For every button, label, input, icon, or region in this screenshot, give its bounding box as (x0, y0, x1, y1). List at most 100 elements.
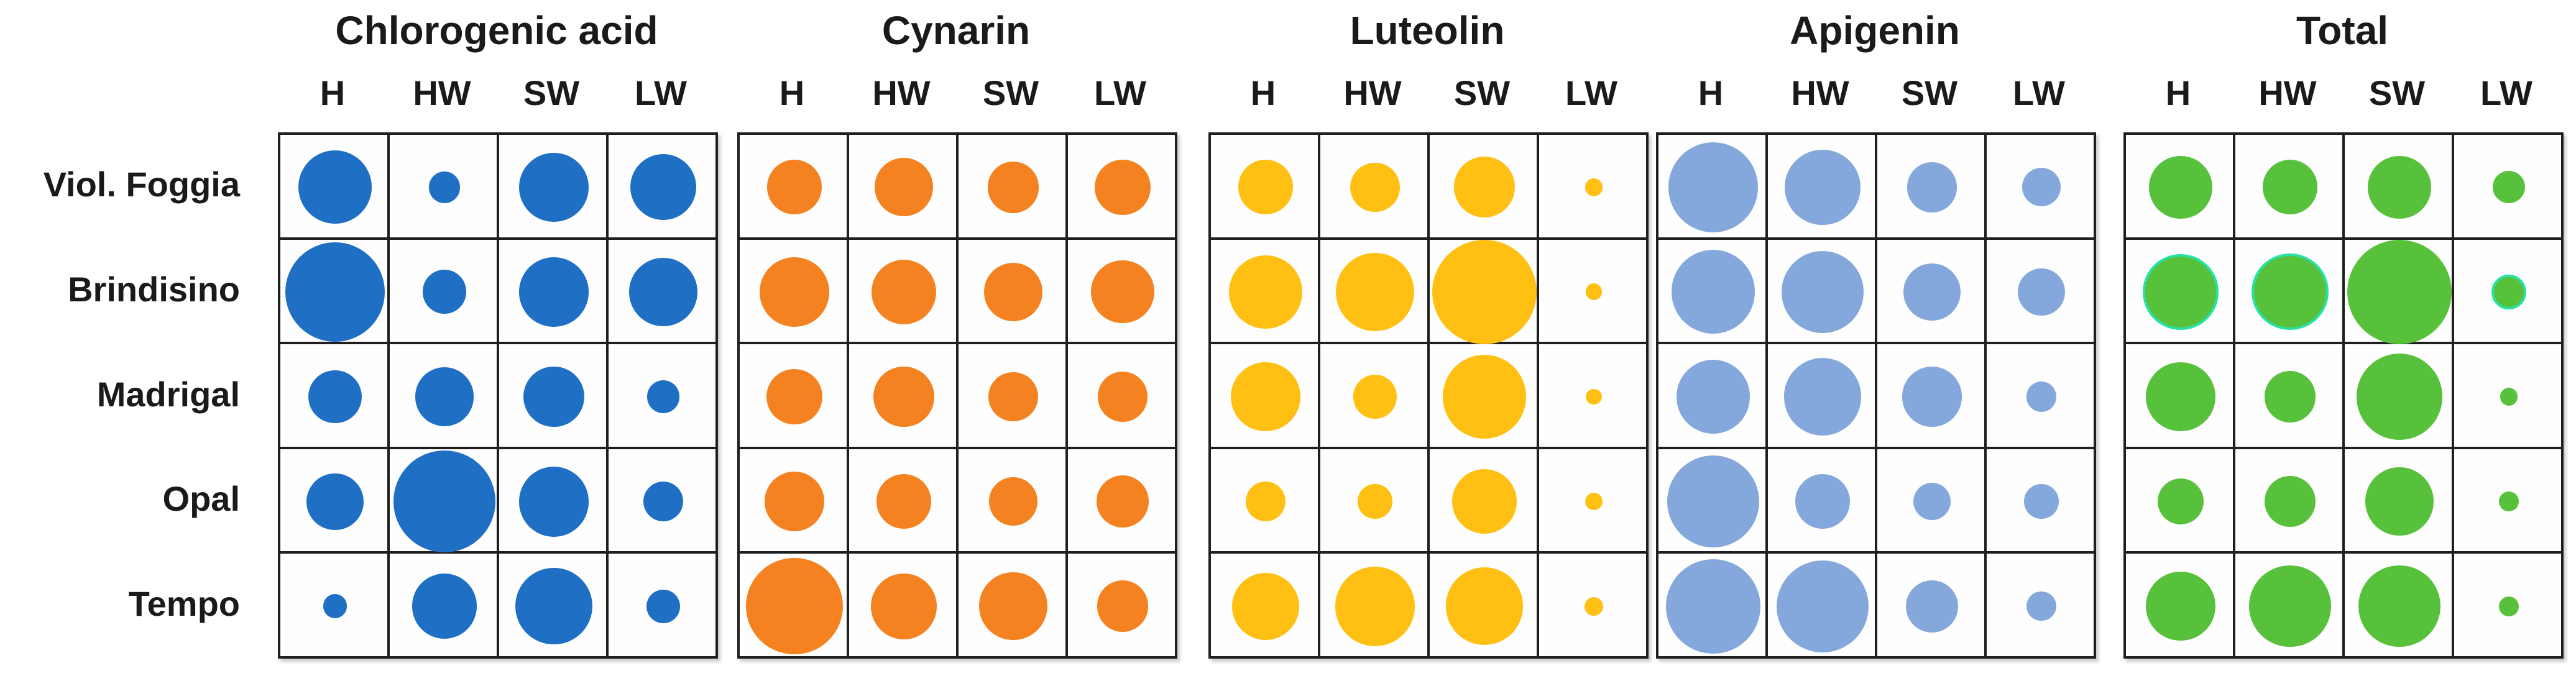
bubble-brindisino-lw (1091, 260, 1154, 324)
bubble-brindisino-h (2143, 254, 2219, 330)
bubble-opal-hw (1795, 474, 1850, 529)
bubble-tempo-sw (1905, 580, 1959, 633)
bubble-tempo-sw (1445, 567, 1524, 646)
bubble-viol-foggia-lw (1585, 178, 1603, 196)
bubble-madrigal-lw (2500, 388, 2518, 406)
bubble-opal-hw (1358, 484, 1392, 519)
panel-chlorogenic-acid: Chlorogenic acid H HW SW LW (278, 0, 718, 681)
bubble-madrigal-hw (2264, 371, 2316, 423)
bubble-opal-lw (643, 482, 684, 522)
row-label-opal: Opal (162, 479, 240, 519)
bubble-madrigal-h (2146, 362, 2215, 432)
bubble-brindisino-h (1671, 250, 1755, 334)
bubble-viol-foggia-sw (519, 152, 589, 222)
bubble-madrigal-h (766, 368, 822, 425)
column-header-lw: LW (2480, 73, 2532, 112)
bubble-viol-foggia-lw (630, 154, 697, 221)
bubble-viol-foggia-hw (1785, 149, 1861, 225)
bubble-brindisino-lw (1585, 283, 1603, 301)
bubble-brindisino-h (760, 257, 829, 327)
column-header-h: H (2165, 73, 2191, 112)
bubble-brindisino-h (1228, 255, 1302, 329)
bubble-viol-foggia-h (298, 150, 372, 224)
bubble-grid (2123, 132, 2564, 659)
bubble-madrigal-sw (1902, 367, 1962, 427)
bubble-brindisino-hw (2252, 254, 2329, 331)
bubble-brindisino-hw (422, 270, 467, 314)
bubble-opal-h (764, 472, 825, 532)
bubble-viol-foggia-lw (2022, 168, 2061, 207)
panel-title: Chlorogenic acid (335, 8, 658, 53)
bubble-madrigal-lw (2026, 382, 2057, 412)
bubble-opal-h (2157, 478, 2204, 525)
bubble-madrigal-sw (2356, 354, 2443, 440)
bubble-viol-foggia-lw (2492, 171, 2526, 204)
column-header-hw: HW (1791, 73, 1849, 112)
panel-title: Cynarin (881, 8, 1031, 53)
bubble-brindisino-sw (1432, 239, 1537, 345)
bubble-brindisino-sw (1903, 263, 1961, 321)
bubble-brindisino-lw (2018, 268, 2065, 316)
bubble-viol-foggia-sw (2368, 155, 2431, 219)
bubble-opal-lw (2498, 491, 2519, 512)
column-header-lw: LW (2013, 73, 2065, 112)
column-header-sw: SW (982, 73, 1039, 112)
bubble-grid (278, 132, 718, 659)
bubble-opal-hw (2264, 475, 2316, 528)
bubble-tempo-hw (412, 574, 477, 639)
bubble-opal-sw (1913, 482, 1951, 521)
bubble-opal-lw (1096, 475, 1149, 528)
bubble-viol-foggia-sw (1454, 157, 1515, 218)
bubble-madrigal-hw (1783, 358, 1862, 436)
grid-cell (1067, 238, 1176, 344)
bubble-viol-foggia-sw (1907, 162, 1957, 213)
bubble-viol-foggia-lw (1095, 159, 1151, 215)
column-header-sw: SW (523, 73, 580, 112)
bubble-tempo-sw (979, 572, 1047, 641)
bubble-opal-h (1245, 482, 1286, 522)
bubble-madrigal-hw (873, 366, 934, 427)
column-header-h: H (320, 73, 346, 112)
bubble-tempo-lw (646, 589, 680, 623)
bubble-madrigal-hw (1353, 375, 1397, 419)
bubble-grid (1208, 132, 1649, 659)
column-header-hw: HW (872, 73, 931, 112)
bubble-madrigal-h (308, 370, 362, 424)
column-header-sw: SW (2368, 73, 2426, 112)
bubble-brindisino-hw (871, 259, 937, 325)
bubble-opal-sw (1451, 468, 1517, 534)
column-header-h: H (779, 73, 805, 112)
bubble-viol-foggia-h (2149, 155, 2212, 219)
bubble-brindisino-sw (2347, 239, 2452, 345)
bubble-tempo-h (2146, 572, 2215, 641)
bubble-madrigal-sw (988, 372, 1038, 422)
bubble-viol-foggia-h (767, 160, 822, 215)
bubble-tempo-h (1666, 559, 1760, 654)
column-header-lw: LW (1094, 73, 1146, 112)
bubble-grid (1656, 132, 2096, 659)
bubble-brindisino-hw (1335, 252, 1415, 332)
bubble-opal-hw (876, 474, 931, 529)
bubble-tempo-lw (1097, 580, 1149, 632)
column-header-sw: SW (1453, 73, 1511, 112)
column-header-h: H (1250, 73, 1276, 112)
panel-cynarin: Cynarin H HW SW LW (737, 0, 1177, 681)
bubble-opal-h (306, 473, 364, 530)
panel-apigenin: Apigenin H HW SW LW (1656, 0, 2096, 681)
bubble-madrigal-lw (1586, 388, 1602, 405)
column-header-hw: HW (2258, 73, 2317, 112)
bubble-tempo-h (1232, 572, 1299, 640)
bubble-madrigal-sw (523, 366, 584, 427)
row-label-viol-foggia: Viol. Foggia (43, 165, 240, 204)
row-label-tempo: Tempo (128, 583, 240, 623)
bubble-brindisino-sw (983, 262, 1043, 322)
bubble-madrigal-hw (415, 367, 474, 426)
panel-title: Apigenin (1790, 8, 1960, 53)
bubble-brindisino-hw (1782, 251, 1864, 333)
grid-cell (607, 134, 717, 239)
column-header-h: H (1698, 73, 1724, 112)
bubble-tempo-hw (1335, 566, 1415, 646)
bubble-opal-h (1667, 455, 1760, 548)
bubble-opal-sw (2365, 467, 2434, 536)
